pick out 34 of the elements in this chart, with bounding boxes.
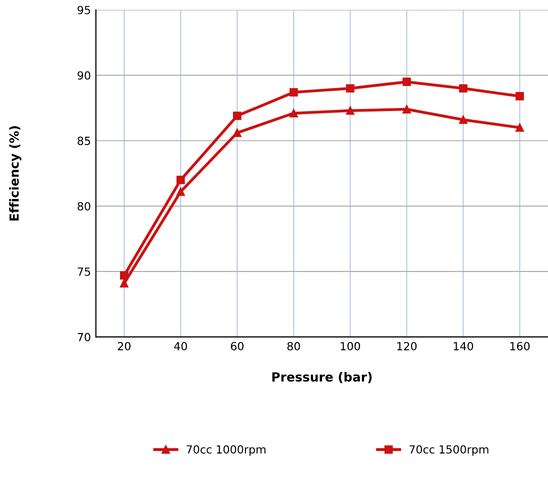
point: [346, 106, 354, 115]
point: [120, 271, 128, 280]
x-tick-label: 60: [230, 342, 244, 350]
point: [120, 279, 128, 288]
x-tick-label: 140: [454, 342, 474, 350]
y-tick-label: 90: [78, 71, 90, 80]
point: [459, 84, 468, 93]
x-tick-label: 120: [397, 342, 417, 350]
x-tick-label: 40: [174, 342, 187, 350]
point: [402, 78, 411, 86]
point: [290, 109, 298, 118]
y-axis-title: Efficiency (%): [9, 126, 22, 221]
point: [176, 188, 185, 196]
x-axis-title: Pressure (bar): [272, 372, 372, 384]
point: [459, 116, 468, 124]
legend-label: 70cc 1500rpm: [410, 445, 488, 456]
y-tick-label: 95: [78, 6, 90, 14]
point: [233, 112, 242, 120]
y-tick-label: 75: [78, 268, 90, 276]
y-tick-label: 80: [78, 202, 90, 210]
y-tick-label: 85: [78, 136, 90, 146]
legend-label: 70cc 1000rpm: [186, 445, 266, 456]
point: [233, 128, 242, 138]
point: [516, 123, 524, 132]
point: [516, 92, 524, 100]
point: [176, 176, 185, 184]
x-tick-label: 80: [287, 342, 300, 350]
x-tick-label: 20: [118, 342, 130, 350]
x-tick-label: 160: [510, 342, 530, 350]
x-tick-label: 100: [340, 342, 360, 350]
point: [402, 105, 411, 114]
point: [346, 84, 354, 93]
point: [290, 88, 298, 96]
y-tick-label: 70: [78, 332, 90, 342]
